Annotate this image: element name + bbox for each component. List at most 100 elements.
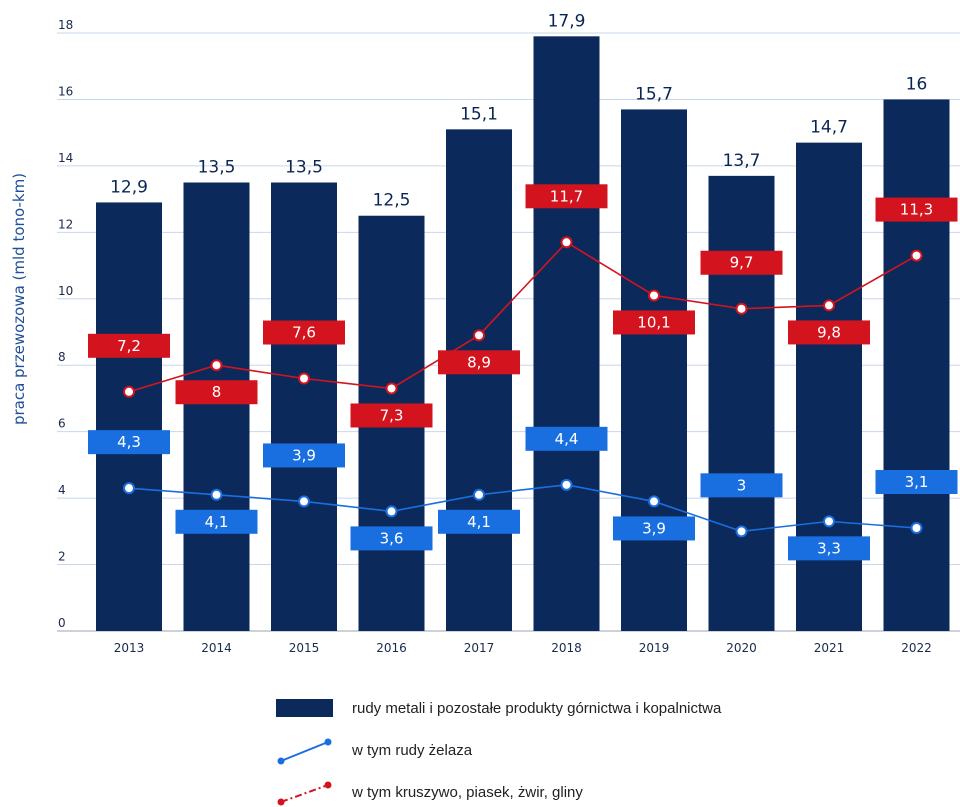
data-point (298, 495, 310, 508)
value-label-box (438, 350, 520, 375)
y-tick-label: 12 (58, 217, 73, 231)
data-point (210, 359, 223, 372)
y-tick-label: 14 (58, 151, 73, 165)
line-value-label: 3,9 (292, 446, 316, 464)
line-value-labels: 7,2 8 7,6 7,3 8,9 11,7 10,1 9,7 9,8 11,3 4,3 4,1 3,9… (88, 184, 958, 561)
y-tick-label: 0 (58, 616, 66, 630)
value-label-box (875, 470, 958, 495)
line-series (123, 236, 923, 538)
value-label-box (700, 473, 783, 498)
bar-value-label: 15,1 (460, 104, 498, 124)
legend-label: w tym kruszywo, piasek, żwir, gliny (351, 784, 583, 801)
series-line (128, 484, 917, 533)
x-tick-label: 2014 (201, 641, 232, 655)
value-label-box (88, 333, 170, 358)
data-point (473, 329, 485, 342)
x-tick-label: 2017 (464, 641, 495, 655)
value-label-box (613, 516, 695, 541)
legend-swatch-line (280, 784, 329, 803)
legend-marker (277, 798, 285, 806)
value-label-box (263, 443, 345, 468)
line-value-label: 8,9 (467, 353, 491, 371)
value-label-box (788, 536, 870, 561)
y-tick-label: 8 (58, 350, 66, 364)
bar-value-label: 16 (906, 74, 928, 94)
bar-value-labels: 12,9 13,5 13,5 12,5 15,1 17,9 15,7 13,7 14,7 16 (110, 11, 927, 210)
x-tick-label: 2020 (726, 641, 757, 655)
bar (271, 182, 337, 631)
legend-label: w tym rudy żelaza (351, 742, 473, 759)
line-value-label: 9,7 (730, 254, 754, 272)
value-label-box (613, 310, 695, 335)
data-point (560, 236, 573, 249)
data-point (473, 488, 485, 501)
value-label-box (525, 184, 608, 209)
data-point (823, 515, 835, 528)
data-point (823, 299, 835, 312)
data-point (910, 522, 923, 535)
bar-value-label: 17,9 (548, 11, 586, 31)
bar-series (96, 36, 950, 632)
value-label-box (263, 320, 345, 345)
x-tick-label: 2016 (376, 641, 407, 655)
line-value-label: 7,3 (380, 406, 404, 424)
line-value-label: 3 (737, 476, 747, 494)
y-tick-label: 10 (58, 284, 73, 298)
line-value-label: 3,6 (380, 529, 404, 547)
data-point (560, 478, 573, 491)
data-point (210, 488, 223, 501)
value-label-box (175, 380, 258, 405)
y-axis-ticks: 0 2 4 6 8 10 12 14 16 18 (58, 18, 73, 630)
data-point (648, 495, 660, 508)
legend-swatch-bar (276, 699, 333, 717)
bar (533, 36, 600, 632)
line-value-label: 4,1 (205, 513, 229, 531)
x-tick-label: 2018 (551, 641, 582, 655)
data-point (735, 525, 748, 538)
legend-marker (324, 738, 332, 746)
data-point (385, 382, 398, 395)
legend-label: rudy metali i pozostałe produkty górnict… (352, 700, 722, 717)
bar (708, 175, 775, 631)
y-tick-label: 2 (58, 550, 66, 564)
x-tick-label: 2021 (814, 641, 845, 655)
line-value-label: 11,3 (900, 201, 933, 219)
data-point (735, 302, 748, 315)
bar (883, 99, 950, 631)
bar-value-label: 12,9 (110, 177, 148, 197)
bar-value-label: 13,5 (198, 158, 236, 178)
x-tick-label: 2019 (639, 641, 670, 655)
value-label-box (700, 250, 783, 275)
data-point (385, 505, 398, 518)
legend-marker (324, 781, 332, 789)
value-label-box (438, 509, 520, 534)
value-label-box (350, 526, 433, 551)
y-tick-label: 18 (58, 18, 73, 32)
value-label-box (88, 430, 170, 455)
legend-swatch-line (280, 741, 329, 762)
bar (96, 202, 162, 631)
bar (183, 182, 250, 631)
line-value-label: 9,8 (817, 323, 841, 341)
bar (621, 109, 687, 631)
x-axis-ticks: 2013 2014 2015 2016 2017 2018 2019 2020 2021 2022 (114, 641, 932, 655)
x-tick-label: 2013 (114, 641, 145, 655)
data-point (123, 385, 135, 398)
value-label-box (350, 403, 433, 428)
value-label-box (875, 197, 958, 222)
line-value-label: 4,1 (467, 513, 491, 531)
bar-value-label: 14,7 (810, 118, 848, 138)
line-value-label: 10,1 (637, 313, 670, 331)
bar-value-label: 13,7 (723, 151, 761, 171)
line-value-label: 7,6 (292, 324, 316, 342)
y-tick-label: 16 (58, 84, 73, 98)
bar-value-label: 13,5 (285, 158, 323, 178)
y-tick-label: 6 (58, 417, 66, 431)
legend: rudy metali i pozostałe produkty górnict… (276, 699, 722, 806)
data-point (648, 289, 660, 302)
line-value-label: 3,3 (817, 539, 841, 557)
legend-marker (277, 757, 285, 765)
y-tick-label: 4 (58, 483, 66, 497)
line-value-label: 7,2 (117, 337, 141, 355)
